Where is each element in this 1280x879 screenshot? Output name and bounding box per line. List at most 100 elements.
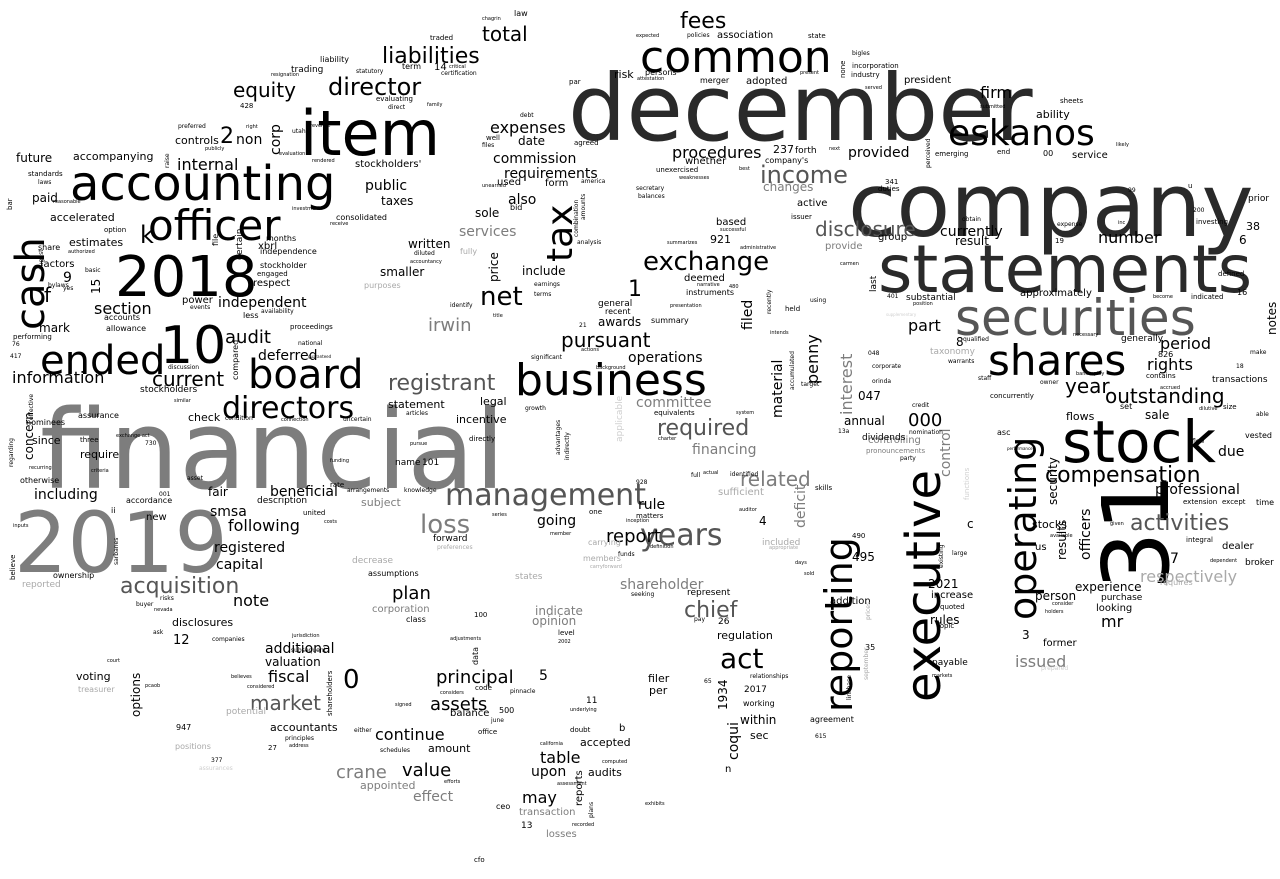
word-947: 947 xyxy=(176,723,191,732)
word-issued: issued xyxy=(1015,652,1066,671)
word-nevada: nevada xyxy=(154,607,173,613)
word-person: person xyxy=(1035,589,1076,603)
word-actions: actions xyxy=(581,347,599,353)
word-carmen: carmen xyxy=(840,261,859,267)
word-indicated: indicated xyxy=(1191,293,1223,301)
word-par: par xyxy=(569,78,581,86)
word-topic: topic xyxy=(937,622,954,630)
word-compensation: compensation xyxy=(1045,463,1201,488)
word-corporate: corporate xyxy=(872,363,901,370)
word-ended: ended xyxy=(40,338,165,384)
word-bigles: bigles xyxy=(852,50,870,57)
word-sheets: sheets xyxy=(1060,97,1083,105)
word-chief: chief xyxy=(684,598,739,623)
word-sec: sec xyxy=(750,729,769,742)
word-integral: integral xyxy=(1186,536,1213,544)
word-identified: identified xyxy=(730,471,758,478)
word-penny: penny xyxy=(803,334,822,384)
word-5: 5 xyxy=(539,668,548,684)
word-accepted: accepted xyxy=(580,736,631,749)
word-instruments: instruments xyxy=(686,288,734,297)
word-shareholders: shareholders xyxy=(326,670,334,716)
word-35: 35 xyxy=(865,643,875,652)
word-taxes: taxes xyxy=(381,194,413,208)
word-voting: voting xyxy=(76,670,111,683)
word-within: within xyxy=(740,713,776,727)
word-securities: securities xyxy=(955,289,1196,347)
word-carrying: carrying xyxy=(588,538,621,547)
word-procedures: procedures xyxy=(672,143,762,162)
word-addition: addition xyxy=(830,596,871,607)
word-size: size xyxy=(1223,403,1237,411)
word-b: b xyxy=(619,723,625,734)
word-filed: filed xyxy=(740,300,756,330)
word-included: included xyxy=(762,538,800,548)
word-direct: direct xyxy=(388,104,406,111)
word-sufficient: sufficient xyxy=(718,487,764,498)
word-accounts: accounts xyxy=(104,313,140,322)
word-respect: respect xyxy=(253,278,290,289)
word-expenses: expenses xyxy=(490,118,566,137)
word-accrued: accrued xyxy=(1160,385,1180,391)
word-controls: controls xyxy=(175,134,219,147)
word-stocks: stocks xyxy=(1032,518,1067,531)
word-identify: identify xyxy=(450,302,473,309)
word-corp: corp xyxy=(268,124,284,155)
word-signed: signed xyxy=(395,702,412,708)
word-court: court xyxy=(107,658,120,664)
word-liability: liability xyxy=(320,55,349,64)
word-credit: credit xyxy=(912,402,930,409)
word-99: 99 xyxy=(1128,187,1136,194)
word-target: target xyxy=(801,381,820,388)
word-428: 428 xyxy=(240,102,253,110)
word-requires: requires xyxy=(1160,578,1193,587)
word-pinnacle: pinnacle xyxy=(510,688,536,695)
word-publicly: publicly xyxy=(205,146,224,152)
word-arrangements: arrangements xyxy=(347,487,389,494)
word-2017: 2017 xyxy=(744,685,767,695)
word-raise: raise xyxy=(164,153,171,168)
word-summarizes: summarizes xyxy=(667,240,698,246)
word-regarding: regarding xyxy=(8,438,15,467)
word-payable: payable xyxy=(932,658,968,668)
word-4: 4 xyxy=(759,514,767,528)
word-obtain: obtain xyxy=(962,216,981,223)
word-concurrently: concurrently xyxy=(990,392,1034,400)
word-material: material xyxy=(770,360,786,418)
word-generally: generally xyxy=(1121,334,1164,344)
word-assurance: assurance xyxy=(78,411,119,420)
word-interest: interest xyxy=(837,354,856,415)
word-knowledge: knowledge xyxy=(404,487,437,494)
word-computed: computed xyxy=(602,759,627,765)
word-owner: owner xyxy=(1040,379,1059,386)
word-companies: companies xyxy=(212,636,245,643)
word-qualified: qualified xyxy=(963,336,989,343)
word-members: members xyxy=(583,554,621,563)
word-forward: forward xyxy=(433,534,468,544)
word-001: 001 xyxy=(159,491,171,498)
word-audit: audit xyxy=(225,327,271,348)
word-liabilities: liabilities xyxy=(382,44,480,69)
word-persons: persons xyxy=(645,68,677,77)
word-2002: 2002 xyxy=(558,639,571,645)
word-risks: risks xyxy=(160,595,174,602)
word-21: 21 xyxy=(579,322,587,329)
word-1: 1 xyxy=(628,277,642,302)
word-staff: staff xyxy=(978,375,992,382)
word-also: also xyxy=(508,192,536,208)
word-extension: extension xyxy=(1183,498,1217,506)
word-part: part xyxy=(908,316,941,335)
word-submitted: submitted xyxy=(980,104,1005,110)
word-transaction: transaction xyxy=(519,807,576,818)
word-amount: amount xyxy=(428,742,471,755)
word-237: 237 xyxy=(773,143,794,156)
word-traded: traded xyxy=(430,34,453,42)
word-buyer: buyer xyxy=(136,601,154,608)
word-coqui: coqui xyxy=(726,722,742,760)
word-net: net xyxy=(480,282,523,312)
word-except: except xyxy=(1222,498,1246,506)
word-ability: ability xyxy=(1036,108,1070,121)
word-certain: certain xyxy=(235,229,245,260)
word-stockholders: stockholders xyxy=(140,385,198,395)
word-funds: funds xyxy=(618,551,635,558)
